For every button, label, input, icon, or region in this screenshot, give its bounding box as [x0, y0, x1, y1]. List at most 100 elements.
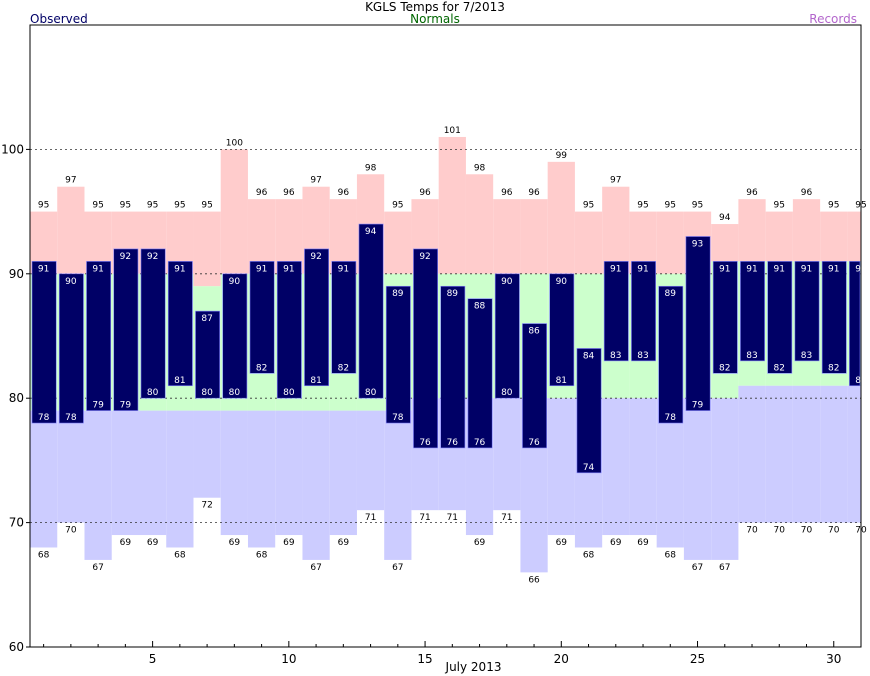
record-high-bar: [820, 211, 848, 262]
record-low-label: 69: [147, 538, 159, 548]
record-low-bar: [193, 410, 221, 498]
observed-low-label: 76: [528, 438, 540, 448]
record-high-bar: [520, 199, 548, 274]
observed-bar: [685, 236, 711, 411]
record-low-bar: [820, 385, 848, 523]
observed-low-label: 76: [447, 438, 459, 448]
observed-bar: [658, 285, 684, 424]
observed-high-label: 90: [65, 277, 77, 287]
record-low-label: 71: [419, 513, 430, 523]
record-low-label: 71: [447, 513, 458, 523]
observed-bar: [767, 261, 793, 374]
x-tick-label: 20: [554, 652, 569, 666]
record-high-bar: [493, 199, 521, 274]
record-high-bar: [602, 186, 630, 274]
record-low-bar: [356, 410, 385, 511]
record-low-bar: [30, 410, 58, 548]
record-low-label: 68: [38, 550, 50, 560]
observed-bar: [195, 310, 221, 399]
record-high-label: 100: [226, 138, 243, 148]
record-high-label: 98: [365, 163, 377, 173]
record-high-label: 95: [38, 201, 49, 211]
record-high-label: 95: [174, 201, 185, 211]
record-low-bar: [711, 398, 739, 560]
observed-high-label: 91: [283, 264, 294, 274]
record-high-label: 96: [746, 188, 758, 198]
observed-high-label: 90: [501, 277, 513, 287]
observed-bar: [440, 285, 466, 449]
observed-bar: [140, 248, 166, 399]
record-low-label: 68: [174, 550, 186, 560]
observed-high-label: 91: [610, 264, 621, 274]
record-low-label: 70: [746, 526, 758, 536]
observed-low-label: 81: [556, 376, 567, 386]
observed-low-label: 83: [746, 351, 757, 361]
observed-high-label: 89: [392, 289, 404, 299]
observed-high-label: 92: [419, 252, 430, 262]
record-high-label: 96: [256, 188, 268, 198]
observed-high-label: 94: [365, 227, 377, 237]
record-high-bar: [847, 211, 861, 262]
observed-high-label: 84: [583, 351, 595, 361]
record-high-label: 95: [201, 201, 212, 211]
y-tick-label: 100: [1, 142, 24, 156]
record-low-bar: [683, 398, 712, 560]
chart-title: KGLS Temps for 7/2013: [365, 0, 505, 14]
legend-observed: Observed: [30, 12, 88, 26]
observed-low-label: 82: [256, 363, 267, 373]
observed-bar: [413, 248, 438, 449]
observed-bar: [331, 261, 357, 374]
record-high-label: 96: [419, 188, 431, 198]
record-high-label: 97: [610, 176, 621, 186]
record-low-label: 68: [256, 550, 268, 560]
observed-high-label: 91: [256, 264, 267, 274]
observed-low-label: 80: [229, 388, 241, 398]
observed-high-label: 92: [120, 252, 131, 262]
observed-bar: [304, 248, 330, 387]
observed-bar: [849, 261, 861, 387]
record-high-bar: [57, 186, 85, 274]
observed-low-label: 80: [365, 388, 377, 398]
record-high-bar: [547, 161, 575, 274]
record-low-label: 72: [201, 501, 212, 511]
observed-high-label: 90: [229, 277, 241, 287]
record-low-label: 69: [283, 538, 295, 548]
record-low-bar: [493, 398, 521, 511]
record-high-bar: [384, 211, 412, 274]
observed-low-label: 80: [147, 388, 159, 398]
observed-high-label: 91: [174, 264, 185, 274]
y-tick-label: 80: [9, 391, 24, 405]
record-high-label: 101: [444, 126, 461, 136]
record-high-label: 99: [556, 151, 568, 161]
observed-low-label: 76: [474, 438, 486, 448]
observed-bar: [494, 273, 520, 399]
record-high-label: 98: [474, 163, 486, 173]
record-high-label: 95: [583, 201, 594, 211]
record-low-bar: [738, 385, 766, 523]
observed-bar: [603, 261, 629, 362]
observed-high-label: 91: [338, 264, 349, 274]
record-high-label: 94: [719, 213, 731, 223]
record-high-label: 97: [310, 176, 321, 186]
record-high-bar: [765, 211, 793, 262]
record-low-label: 67: [392, 563, 403, 573]
observed-bar: [467, 298, 493, 449]
observed-high-label: 91: [828, 264, 839, 274]
record-high-label: 95: [92, 201, 103, 211]
record-low-label: 70: [801, 526, 813, 536]
observed-low-label: 78: [392, 413, 404, 423]
record-low-bar: [275, 410, 303, 536]
observed-low-label: 78: [665, 413, 677, 423]
observed-high-label: 91: [774, 264, 785, 274]
observed-high-label: 91: [719, 264, 730, 274]
record-low-label: 67: [719, 563, 730, 573]
record-low-bar: [84, 410, 112, 560]
record-high-label: 95: [692, 201, 703, 211]
record-low-bar: [220, 410, 248, 536]
record-high-label: 96: [528, 188, 540, 198]
record-high-bar: [465, 174, 494, 274]
observed-high-label: 92: [147, 252, 158, 262]
observed-high-label: 92: [310, 252, 321, 262]
record-high-label: 95: [637, 201, 648, 211]
record-low-label: 69: [229, 538, 241, 548]
